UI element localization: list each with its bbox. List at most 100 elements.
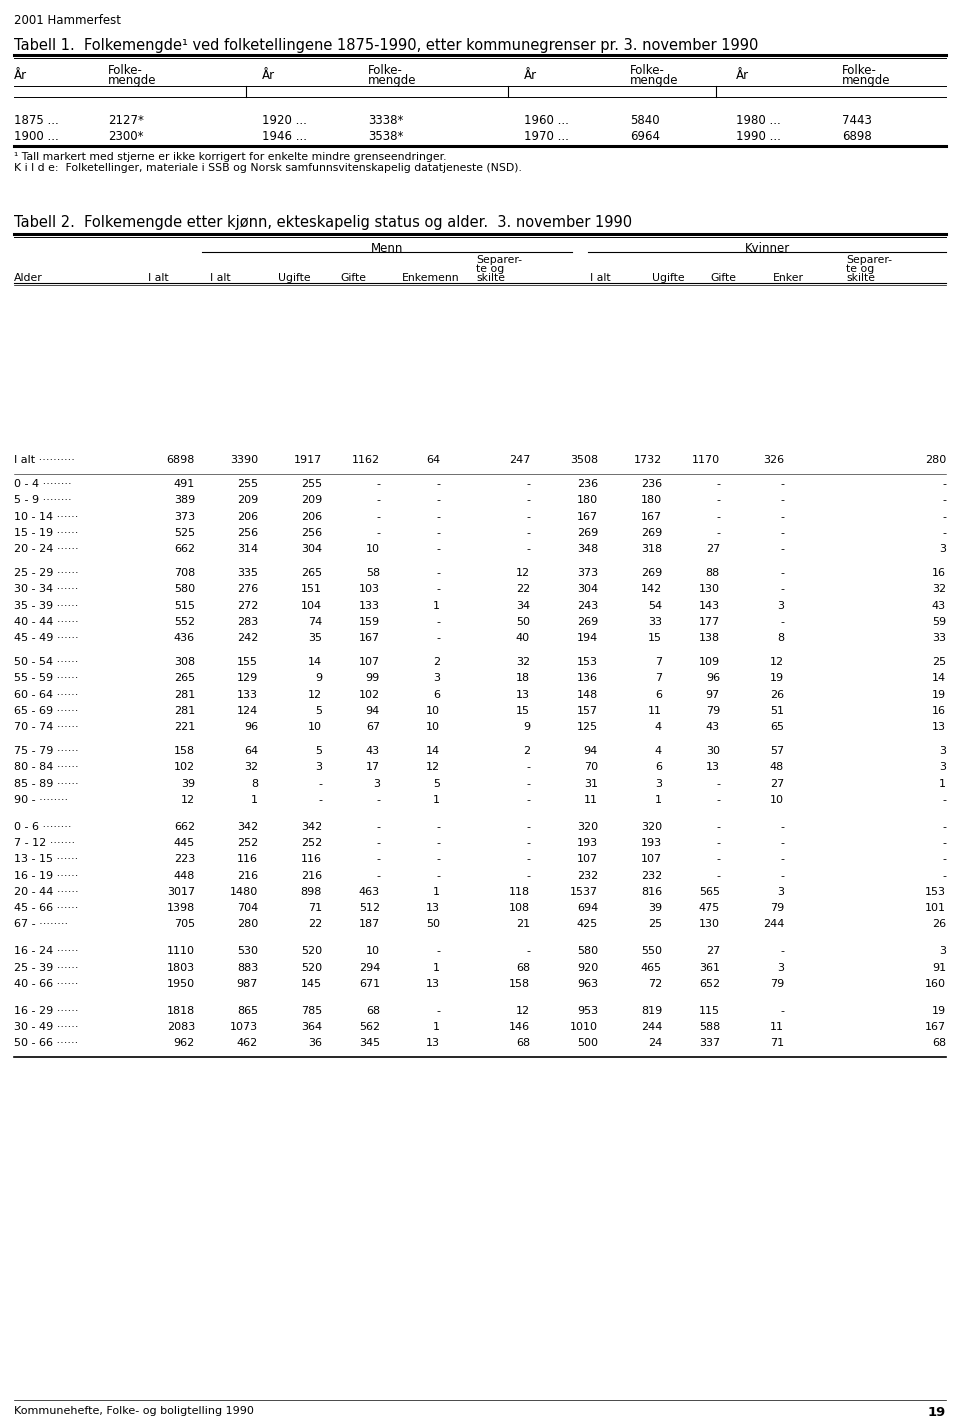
Text: 157: 157 bbox=[577, 705, 598, 715]
Text: 26: 26 bbox=[932, 920, 946, 929]
Text: 3017: 3017 bbox=[167, 887, 195, 897]
Text: 51: 51 bbox=[770, 705, 784, 715]
Text: 25 - 39 ······: 25 - 39 ······ bbox=[14, 962, 79, 972]
Text: 2300*: 2300* bbox=[108, 131, 143, 143]
Text: -: - bbox=[942, 528, 946, 538]
Text: Gifte: Gifte bbox=[710, 272, 736, 282]
Text: 308: 308 bbox=[174, 657, 195, 667]
Text: 445: 445 bbox=[174, 839, 195, 849]
Text: 255: 255 bbox=[237, 480, 258, 490]
Text: 216: 216 bbox=[300, 871, 322, 881]
Text: 32: 32 bbox=[244, 762, 258, 772]
Text: 15 - 19 ······: 15 - 19 ······ bbox=[14, 528, 79, 538]
Text: -: - bbox=[376, 822, 380, 832]
Text: 1: 1 bbox=[251, 795, 258, 805]
Text: 708: 708 bbox=[174, 568, 195, 578]
Text: 12: 12 bbox=[308, 690, 322, 700]
Text: 21: 21 bbox=[516, 920, 530, 929]
Text: 361: 361 bbox=[699, 962, 720, 972]
Text: 1162: 1162 bbox=[352, 455, 380, 465]
Text: -: - bbox=[942, 822, 946, 832]
Text: 244: 244 bbox=[762, 920, 784, 929]
Text: 193: 193 bbox=[577, 839, 598, 849]
Text: 1980 ...: 1980 ... bbox=[736, 114, 780, 126]
Text: -: - bbox=[716, 512, 720, 522]
Text: 276: 276 bbox=[237, 585, 258, 595]
Text: 373: 373 bbox=[174, 512, 195, 522]
Text: 281: 281 bbox=[174, 705, 195, 715]
Text: 373: 373 bbox=[577, 568, 598, 578]
Text: 34: 34 bbox=[516, 600, 530, 610]
Text: 2: 2 bbox=[433, 657, 440, 667]
Text: 1920 ...: 1920 ... bbox=[262, 114, 307, 126]
Text: 816: 816 bbox=[641, 887, 662, 897]
Text: -: - bbox=[526, 871, 530, 881]
Text: 3: 3 bbox=[939, 543, 946, 553]
Text: Folke-: Folke- bbox=[630, 64, 665, 77]
Text: 209: 209 bbox=[237, 495, 258, 505]
Text: 280: 280 bbox=[924, 455, 946, 465]
Text: 50 - 66 ······: 50 - 66 ······ bbox=[14, 1039, 79, 1049]
Text: -: - bbox=[436, 1006, 440, 1016]
Text: 79: 79 bbox=[770, 902, 784, 912]
Text: 74: 74 bbox=[308, 617, 322, 627]
Text: -: - bbox=[436, 839, 440, 849]
Text: År: År bbox=[736, 70, 749, 82]
Text: 335: 335 bbox=[237, 568, 258, 578]
Text: 236: 236 bbox=[577, 480, 598, 490]
Text: -: - bbox=[780, 854, 784, 864]
Text: 580: 580 bbox=[577, 946, 598, 956]
Text: Alder: Alder bbox=[14, 272, 43, 282]
Text: 115: 115 bbox=[699, 1006, 720, 1016]
Text: 6898: 6898 bbox=[167, 455, 195, 465]
Text: 785: 785 bbox=[300, 1006, 322, 1016]
Text: 462: 462 bbox=[237, 1039, 258, 1049]
Text: 40 - 44 ······: 40 - 44 ······ bbox=[14, 617, 79, 627]
Text: -: - bbox=[526, 495, 530, 505]
Text: 530: 530 bbox=[237, 946, 258, 956]
Text: -: - bbox=[942, 512, 946, 522]
Text: 953: 953 bbox=[577, 1006, 598, 1016]
Text: Enker: Enker bbox=[773, 272, 804, 282]
Text: 206: 206 bbox=[300, 512, 322, 522]
Text: 68: 68 bbox=[932, 1039, 946, 1049]
Text: 1: 1 bbox=[939, 779, 946, 789]
Text: -: - bbox=[526, 779, 530, 789]
Text: -: - bbox=[526, 854, 530, 864]
Text: -: - bbox=[780, 822, 784, 832]
Text: 19: 19 bbox=[770, 674, 784, 684]
Text: skilte: skilte bbox=[846, 272, 875, 282]
Text: 265: 265 bbox=[174, 674, 195, 684]
Text: -: - bbox=[780, 512, 784, 522]
Text: 256: 256 bbox=[300, 528, 322, 538]
Text: 565: 565 bbox=[699, 887, 720, 897]
Text: mengde: mengde bbox=[630, 74, 679, 87]
Text: 2001 Hammerfest: 2001 Hammerfest bbox=[14, 14, 121, 27]
Text: 865: 865 bbox=[237, 1006, 258, 1016]
Text: 436: 436 bbox=[174, 633, 195, 643]
Text: 242: 242 bbox=[236, 633, 258, 643]
Text: 96: 96 bbox=[244, 722, 258, 732]
Text: 6: 6 bbox=[655, 762, 662, 772]
Text: 588: 588 bbox=[699, 1022, 720, 1032]
Text: -: - bbox=[716, 822, 720, 832]
Text: 512: 512 bbox=[359, 902, 380, 912]
Text: Kommunehefte, Folke- og boligtelling 1990: Kommunehefte, Folke- og boligtelling 199… bbox=[14, 1406, 253, 1416]
Text: 9: 9 bbox=[523, 722, 530, 732]
Text: År: År bbox=[262, 70, 276, 82]
Text: -: - bbox=[526, 762, 530, 772]
Text: 36: 36 bbox=[308, 1039, 322, 1049]
Text: 269: 269 bbox=[640, 528, 662, 538]
Text: 107: 107 bbox=[641, 854, 662, 864]
Text: 14: 14 bbox=[932, 674, 946, 684]
Text: 167: 167 bbox=[359, 633, 380, 643]
Text: 158: 158 bbox=[509, 979, 530, 989]
Text: skilte: skilte bbox=[476, 272, 505, 282]
Text: -: - bbox=[780, 568, 784, 578]
Text: -: - bbox=[780, 585, 784, 595]
Text: 6: 6 bbox=[433, 690, 440, 700]
Text: 145: 145 bbox=[300, 979, 322, 989]
Text: 97: 97 bbox=[706, 690, 720, 700]
Text: 819: 819 bbox=[640, 1006, 662, 1016]
Text: 342: 342 bbox=[300, 822, 322, 832]
